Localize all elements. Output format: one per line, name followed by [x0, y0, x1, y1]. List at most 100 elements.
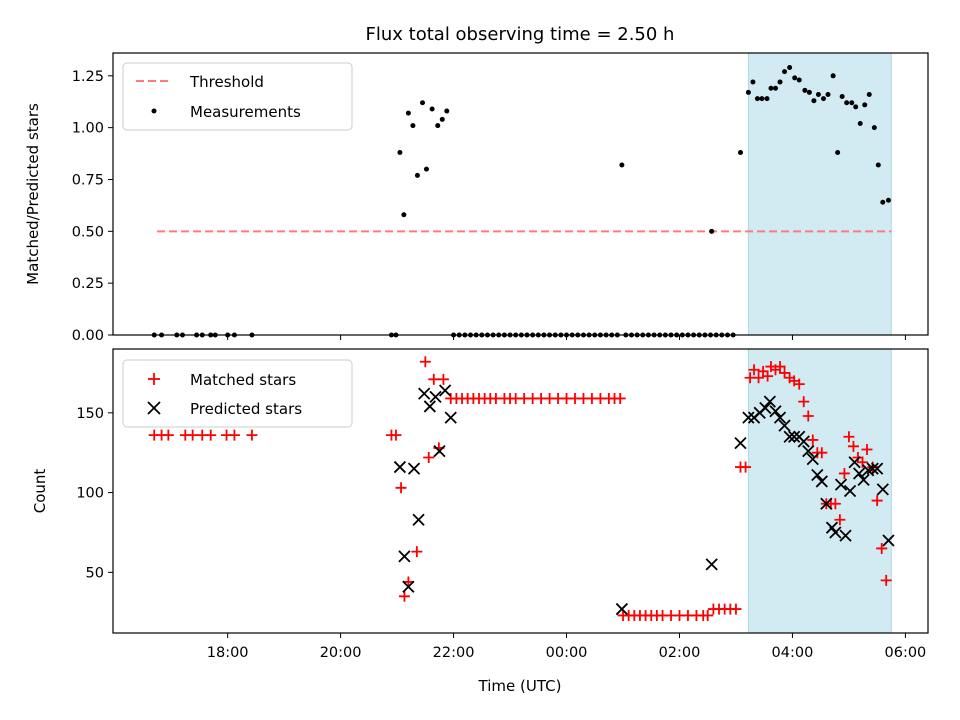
- measurement-point: [429, 106, 435, 112]
- predicted-star-point: [839, 529, 852, 542]
- chart-title: Flux total observing time = 2.50 h: [366, 24, 675, 45]
- matched-star-point: [793, 378, 805, 390]
- matched-star-point: [423, 451, 435, 463]
- bottom-y-tick-label: 150: [76, 406, 104, 422]
- measurement-point: [709, 228, 715, 234]
- measurement-point: [825, 91, 831, 97]
- legend-measurement-swatch: [151, 108, 157, 114]
- measurement-point: [844, 100, 850, 106]
- top-y-axis-label: Matched/Predicted stars: [24, 103, 42, 285]
- measurement-point: [777, 79, 783, 85]
- matched-star-point: [838, 467, 850, 479]
- measurement-point: [750, 79, 756, 85]
- predicted-star-point: [734, 436, 747, 450]
- top-plot-frame: [112, 52, 929, 336]
- matched-star-point: [730, 603, 742, 615]
- x-tick-label: 02:00: [659, 645, 701, 661]
- matched-star-point: [398, 590, 410, 602]
- predicted-star-point: [797, 435, 810, 448]
- matched-star-point: [753, 372, 765, 384]
- measurement-point: [773, 85, 779, 91]
- top-highlight-span: [747, 52, 892, 336]
- matched-star-point: [762, 370, 774, 382]
- measurement-point: [768, 85, 774, 91]
- legend-predicted-label: Predicted stars: [190, 400, 302, 418]
- measurement-point: [423, 166, 429, 172]
- matched-star-point: [246, 429, 258, 441]
- matched-star-point: [428, 373, 440, 385]
- measurement-point: [405, 110, 411, 116]
- predicted-star-point: [402, 580, 415, 593]
- bottom-x-axis: 18:00 20:00 22:00 00:00 02:00 04:00 06:00: [207, 633, 926, 661]
- matched-star-point: [802, 410, 814, 422]
- top-x-ticks: [227, 335, 906, 340]
- x-tick-label: 00:00: [546, 645, 588, 661]
- measurement-point: [857, 121, 863, 126]
- bottom-y-tick-label: 50: [86, 565, 104, 581]
- predicted-star-point: [843, 484, 857, 498]
- matched-star-point: [779, 367, 791, 379]
- predicted-star-point: [882, 534, 895, 547]
- matched-star-point: [807, 434, 819, 446]
- predicted-star-point: [871, 462, 884, 475]
- predicted-star-point: [615, 602, 629, 616]
- matched-star-point: [816, 447, 828, 459]
- predicted-star-point: [834, 478, 848, 491]
- measurement-point: [435, 123, 441, 129]
- bottom-y-axis: 50 100 150: [76, 406, 113, 581]
- matched-star-point: [187, 429, 199, 441]
- matched-star-point: [798, 396, 810, 408]
- predicted-star-point: [433, 444, 446, 458]
- predicted-star-point: [829, 526, 842, 539]
- measurement-point: [871, 125, 877, 131]
- measurement-point: [782, 69, 788, 75]
- x-tick-label: 04:00: [772, 645, 814, 661]
- measurement-point: [866, 91, 872, 97]
- predicted-star-point: [848, 456, 861, 469]
- x-tick-label: 20:00: [320, 645, 362, 661]
- predicted-star-point: [806, 452, 819, 466]
- bottom-y-tick-label: 100: [76, 486, 104, 502]
- predicted-star-point: [820, 497, 833, 510]
- bottom-marks: [148, 356, 895, 621]
- predicted-star-point: [742, 411, 755, 424]
- top-legend: Threshold Measurements: [122, 62, 353, 131]
- matched-star-point: [614, 392, 626, 404]
- legend-predicted-swatch: [147, 401, 161, 415]
- matched-star-point: [390, 429, 402, 441]
- measurement-point: [397, 150, 403, 156]
- bottom-panel: 50 100 150 18:00 20:00 22:00 00:00 02:00 04:00 0…: [31, 348, 929, 695]
- predicted-star-point: [773, 411, 787, 424]
- measurement-point: [444, 108, 450, 114]
- measurement-point: [853, 104, 859, 110]
- bottom-highlight-span: [747, 348, 892, 634]
- measurement-point: [880, 199, 886, 205]
- measurement-point: [811, 98, 817, 104]
- x-tick-label: 22:00: [433, 645, 475, 661]
- measurement-point: [754, 96, 760, 102]
- predicted-star-point: [783, 430, 796, 443]
- bottom-y-axis-label: Count: [31, 469, 49, 514]
- measurement-point: [414, 172, 420, 178]
- predicted-star-point: [438, 384, 452, 397]
- predicted-star-point: [407, 462, 421, 475]
- measurement-point: [830, 73, 836, 79]
- matched-star-point: [871, 495, 883, 507]
- predicted-star-point: [866, 462, 879, 475]
- predicted-star-point: [398, 550, 411, 563]
- predicted-star-point: [429, 390, 442, 404]
- predicted-star-point: [418, 387, 431, 400]
- measurement-point: [875, 162, 881, 168]
- matched-star-point: [861, 444, 873, 456]
- x-tick-label: 18:00: [207, 645, 249, 661]
- predicted-star-point: [769, 405, 782, 418]
- bottom-legend: Matched stars Predicted stars: [122, 359, 353, 428]
- measurement-point: [764, 96, 770, 102]
- matched-star-point: [162, 429, 174, 441]
- measurement-point: [792, 75, 798, 81]
- measurement-point: [619, 162, 625, 168]
- matched-star-point: [411, 546, 423, 558]
- matched-star-point: [856, 456, 868, 468]
- matched-star-point: [228, 429, 240, 441]
